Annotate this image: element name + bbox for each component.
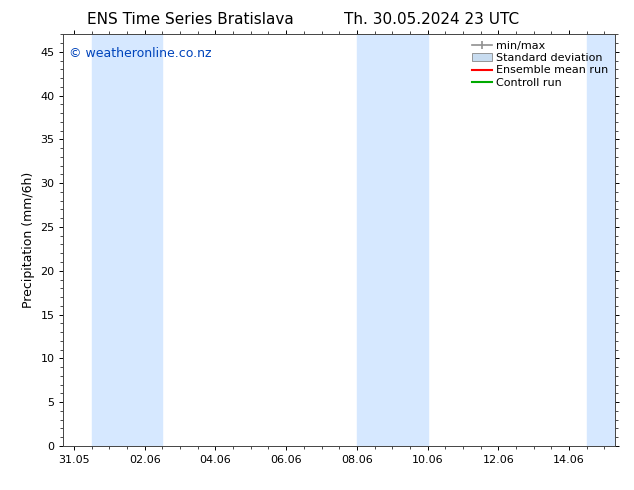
Text: Th. 30.05.2024 23 UTC: Th. 30.05.2024 23 UTC (344, 12, 519, 27)
Bar (586, 34, 634, 446)
Bar (92, 34, 162, 446)
Y-axis label: Precipitation (mm/6h): Precipitation (mm/6h) (22, 172, 35, 308)
Text: ENS Time Series Bratislava: ENS Time Series Bratislava (87, 12, 294, 27)
Legend: min/max, Standard deviation, Ensemble mean run, Controll run: min/max, Standard deviation, Ensemble me… (467, 37, 612, 92)
Bar (357, 34, 427, 446)
Text: © weatheronline.co.nz: © weatheronline.co.nz (69, 47, 211, 60)
